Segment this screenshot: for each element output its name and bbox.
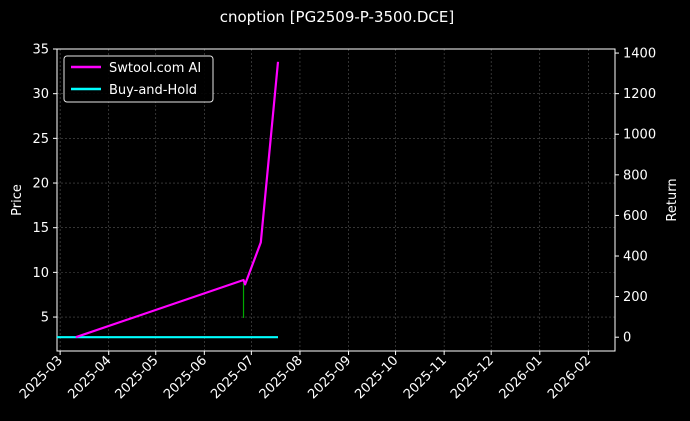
chart-title: cnoption [PG2509-P-3500.DCE] [220,8,455,26]
y-right-tick-label: 1400 [623,47,656,62]
y-right-tick-label: 1200 [623,87,656,102]
y-right-tick-label: 600 [623,209,648,224]
legend-box [63,55,214,103]
y-left-tick-label: 10 [32,266,49,281]
y-axis-right: 0 200 400 600 800 1000 1200 1400 [615,47,656,346]
y-axis-left: 5 10 15 20 25 30 35 [32,43,57,326]
legend: Swtool.com AI Buy-and-Hold [63,55,214,103]
y-right-tick-label: 800 [623,168,648,183]
y-left-tick-label: 25 [32,132,49,147]
y-left-tick-label: 30 [32,87,49,102]
y-axis-right-label: Return [665,178,680,221]
y-left-tick-label: 15 [32,221,49,236]
series-layer [57,61,280,339]
y-right-tick-label: 200 [623,290,648,305]
y-right-tick-label: 0 [623,331,631,346]
y-axis-left-label: Price [10,184,25,216]
y-left-tick-label: 35 [32,43,49,58]
y-right-tick-label: 400 [623,250,648,265]
legend-label-swtool: Swtool.com AI [109,61,201,76]
y-left-tick-label: 5 [41,311,49,326]
series-line-swtool-com-ai [75,61,280,339]
plot-frame [56,48,616,352]
legend-label-buy-and-hold: Buy-and-Hold [109,83,197,98]
y-right-tick-label: 1000 [623,128,656,143]
y-left-tick-label: 20 [32,177,49,192]
